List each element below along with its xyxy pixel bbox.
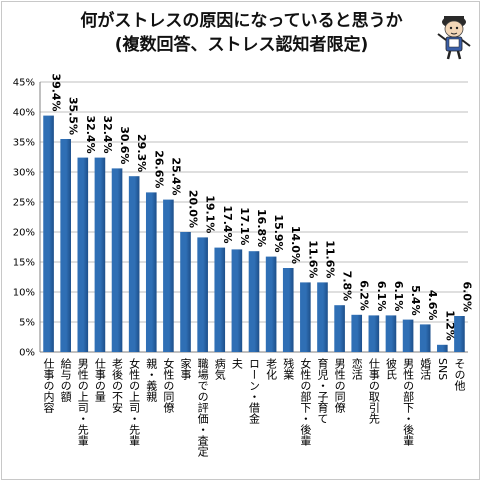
category-label: 女性の上司・先輩 <box>128 357 141 447</box>
category-label: 男性の同僚 <box>333 358 346 413</box>
chart-subtitle: (複数回答、ストレス認知者限定) <box>114 35 369 55</box>
category-label: その他 <box>453 358 466 391</box>
bar <box>282 268 294 352</box>
value-label: 25.4% <box>169 157 182 195</box>
category-label: 残業 <box>282 357 295 380</box>
value-label: 17.1% <box>238 207 251 245</box>
bar <box>454 316 465 352</box>
category-label: 男性の上司・先輩 <box>76 358 89 447</box>
value-label: 17.4% <box>221 205 234 243</box>
category-label: 仕事の量 <box>93 358 106 402</box>
y-tick-label: 40% <box>13 108 35 119</box>
category-label: 男性の部下・後輩 <box>402 358 415 447</box>
bar <box>248 251 260 352</box>
value-label: 6.1% <box>375 281 388 312</box>
value-label: 29.3% <box>135 134 148 172</box>
bar <box>163 199 174 352</box>
bar <box>214 247 226 352</box>
value-label: 5.4% <box>409 285 422 316</box>
category-label: 老化 <box>265 358 278 381</box>
bar <box>128 176 140 352</box>
y-tick-label: 5% <box>19 318 35 329</box>
category-label: 職場での評価・査定 <box>196 358 209 458</box>
y-tick-label: 10% <box>13 288 35 299</box>
value-label: 6.2% <box>358 280 371 311</box>
bar <box>351 314 363 352</box>
value-label: 26.6% <box>152 150 165 188</box>
value-label: 11.6% <box>323 240 336 278</box>
category-label: ローン・借金 <box>248 358 261 424</box>
category-label: 老後の不安 <box>111 358 124 414</box>
category-label: SNS <box>436 358 449 380</box>
mascot-icon <box>437 16 471 60</box>
value-label: 6.1% <box>392 281 405 312</box>
y-tick-label: 30% <box>13 168 35 179</box>
bar <box>265 256 277 352</box>
category-label: 彼氏 <box>384 358 397 380</box>
category-label: 仕事の内容 <box>42 358 55 414</box>
bar <box>317 282 328 352</box>
y-tick-label: 0% <box>19 348 35 359</box>
y-tick-label: 20% <box>13 228 35 239</box>
bar <box>77 157 89 352</box>
bar <box>111 168 123 352</box>
bar <box>180 232 191 352</box>
y-tick-label: 25% <box>13 198 35 209</box>
category-label: 恋活 <box>350 357 363 381</box>
value-label: 4.6% <box>426 290 439 321</box>
category-label: 親・義親 <box>145 358 158 402</box>
value-label: 1.2% <box>443 310 456 341</box>
value-label: 11.6% <box>306 240 319 278</box>
bar <box>231 249 243 352</box>
value-label: 32.4% <box>101 115 114 153</box>
bar <box>419 324 431 352</box>
value-label: 30.6% <box>118 126 131 164</box>
value-label: 15.9% <box>272 214 285 252</box>
category-label: 家事 <box>179 357 192 380</box>
value-label: 14.0% <box>289 226 302 264</box>
y-tick-label: 15% <box>13 258 35 269</box>
value-label: 32.4% <box>84 115 97 153</box>
category-label: 育児・子育て <box>316 357 329 424</box>
bar <box>300 282 311 352</box>
bar <box>437 344 448 352</box>
bar <box>385 315 397 352</box>
value-label: 20.0% <box>187 190 200 228</box>
bar <box>334 305 345 352</box>
category-label: 婚活 <box>419 357 432 381</box>
value-label: 39.4% <box>50 73 63 111</box>
category-label: 女性の部下・後輩 <box>299 357 312 447</box>
bar <box>145 192 157 352</box>
bar <box>60 139 71 352</box>
category-label: 給与の額 <box>59 357 72 403</box>
value-label: 16.8% <box>255 209 268 247</box>
chart-title: 何がストレスの原因になっていると思うか <box>80 11 403 31</box>
bar <box>197 237 208 352</box>
category-label: 女性の同僚 <box>162 357 175 413</box>
bar <box>402 319 414 352</box>
value-label: 7.8% <box>341 271 354 302</box>
y-tick-label: 35% <box>13 138 35 149</box>
category-label: 病気 <box>213 357 226 381</box>
bar <box>43 115 54 352</box>
bar <box>94 157 106 352</box>
value-label: 35.5% <box>67 97 80 135</box>
value-label: 19.1% <box>204 195 217 233</box>
bar <box>368 315 380 352</box>
category-label: 仕事の取引先 <box>367 358 380 425</box>
category-label: 夫 <box>230 358 243 370</box>
value-label: 6.0% <box>460 281 473 312</box>
y-tick-label: 45% <box>13 78 35 89</box>
